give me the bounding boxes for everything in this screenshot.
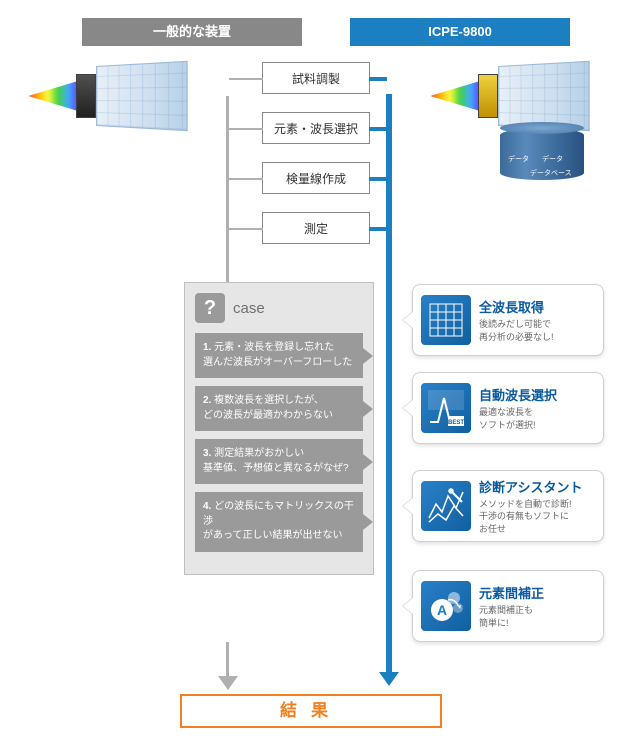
connector-left	[229, 228, 263, 230]
result-box: 結果	[180, 694, 442, 728]
feature-callout: 診断アシスタントメソッドを自動で診断!干渉の有無もソフトにお任せ	[412, 470, 604, 542]
feature-text: 全波長取得後読みだし可能で再分析の必要なし!	[479, 297, 595, 342]
feature-text: 診断アシスタントメソッドを自動で診断!干渉の有無もソフトにお任せ	[479, 477, 595, 534]
feature-title: 診断アシスタント	[479, 477, 595, 496]
prism-icon	[478, 74, 498, 118]
feature-desc: 後読みだし可能で再分析の必要なし!	[479, 318, 595, 342]
cyl-label: データ	[508, 154, 529, 164]
feature-callout: BEST 自動波長選択最適な波長をソフトが選択!	[412, 372, 604, 444]
case-item: 4. どの波長にもマトリックスの干渉があって正しい結果が出せない	[195, 492, 363, 552]
connector-right	[369, 77, 387, 81]
grid-icon	[421, 295, 471, 345]
arrowhead-gray-icon	[218, 676, 238, 690]
feature-desc: メソッドを自動で診断!干渉の有無もソフトにお任せ	[479, 498, 595, 534]
case-item-text: 複数波長を選択したが、どの波長が最適かわからない	[203, 395, 333, 421]
arrowhead-blue-icon	[379, 672, 399, 686]
prism-icon	[76, 74, 96, 118]
connector-right	[369, 177, 387, 181]
case-title: case	[233, 300, 265, 317]
cyl-label: データ	[542, 154, 563, 164]
connector-right	[369, 227, 387, 231]
feature-title: 自動波長選択	[479, 385, 595, 404]
device-icpe: データ データ データベース	[430, 58, 590, 148]
case-item-text: どの波長にもマトリックスの干渉があって正しい結果が出せない	[203, 501, 354, 541]
atom-icon: A	[421, 581, 471, 631]
case-item-text: 測定結果がおかしい基準値、予想値と異なるがなぜ?	[203, 448, 349, 474]
feature-callout: A 元素間補正元素間補正も簡単に!	[412, 570, 604, 642]
case-item-number: 1.	[203, 342, 214, 353]
case-item: 2. 複数波長を選択したが、どの波長が最適かわからない	[195, 386, 363, 431]
connector-right	[369, 127, 387, 131]
svg-text:BEST: BEST	[448, 420, 464, 426]
detector-panel-icon	[498, 61, 590, 132]
feature-desc: 元素間補正も簡単に!	[479, 604, 595, 628]
feature-callout: 全波長取得後読みだし可能で再分析の必要なし!	[412, 284, 604, 356]
step-box: 測定	[262, 212, 370, 244]
feature-text: 自動波長選択最適な波長をソフトが選択!	[479, 385, 595, 430]
svg-text:A: A	[437, 602, 447, 618]
header-tab-icpe: ICPE-9800	[350, 18, 570, 46]
step-box: 検量線作成	[262, 162, 370, 194]
step-box: 元素・波長選択	[262, 112, 370, 144]
case-item-number: 4.	[203, 501, 214, 512]
case-item-number: 2.	[203, 395, 214, 406]
database-cylinder-icon: データ データ データベース	[500, 128, 584, 180]
connector-left	[229, 178, 263, 180]
peak-icon: BEST	[421, 383, 471, 433]
case-item-text: 元素・波長を登録し忘れた選んだ波長がオーバーフローした	[203, 342, 352, 368]
flow-line-icpe	[386, 94, 392, 674]
connector-left	[229, 78, 263, 80]
case-panel: ? case 1. 元素・波長を登録し忘れた選んだ波長がオーバーフローした 2. …	[184, 282, 374, 575]
feature-title: 全波長取得	[479, 297, 595, 316]
flow-line-general	[226, 96, 229, 282]
case-header: ? case	[195, 293, 363, 323]
detector-panel-icon	[96, 61, 188, 132]
connector-left	[229, 128, 263, 130]
feature-text: 元素間補正元素間補正も簡単に!	[479, 583, 595, 628]
feature-desc: 最適な波長をソフトが選択!	[479, 406, 595, 430]
cyl-label: データベース	[530, 168, 572, 178]
header-tab-general: 一般的な装置	[82, 18, 302, 46]
case-item: 1. 元素・波長を登録し忘れた選んだ波長がオーバーフローした	[195, 333, 363, 378]
question-badge-icon: ?	[195, 293, 225, 323]
case-item: 3. 測定結果がおかしい基準値、予想値と異なるがなぜ?	[195, 439, 363, 484]
device-general	[28, 58, 188, 148]
step-box: 試料調製	[262, 62, 370, 94]
case-item-number: 3.	[203, 448, 214, 459]
chart-icon	[421, 481, 471, 531]
feature-title: 元素間補正	[479, 583, 595, 602]
flow-line-general-tail	[226, 642, 229, 678]
